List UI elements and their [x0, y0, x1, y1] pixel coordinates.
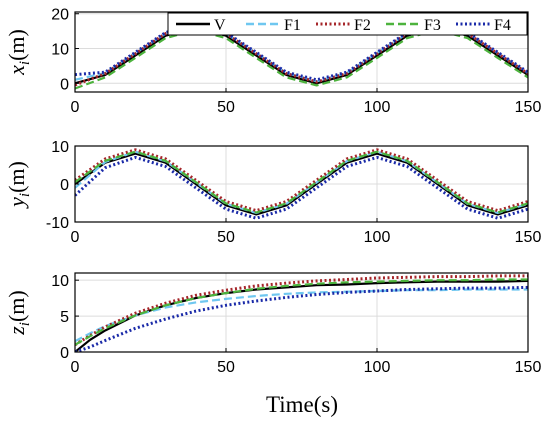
y-tick-label: 20	[51, 7, 69, 24]
y-tick-label: -10	[46, 215, 69, 232]
series-group	[75, 148, 528, 220]
x-tick-label: 150	[515, 229, 542, 246]
series-line-f4	[75, 285, 528, 352]
series-line-f3	[75, 278, 528, 346]
y-tick-label: 10	[51, 42, 69, 59]
y-axis-label-var: z	[4, 326, 29, 336]
series-line-f3	[75, 150, 528, 214]
panel-1: 0 50 100 150 0 10 20 xi(m)	[4, 7, 541, 116]
series-line-f4	[75, 155, 528, 220]
y-axis-label: xi(m)	[4, 29, 33, 76]
legend-label-f3: F3	[424, 17, 441, 34]
series-line-f1	[75, 288, 528, 343]
axes-frame	[74, 11, 529, 93]
y-tick-label: 5	[60, 309, 69, 326]
x-tick-label: 0	[71, 99, 80, 116]
x-tick-label: 100	[364, 99, 391, 116]
y-axis-label-var: x	[4, 65, 29, 76]
y-axis-label-subscript: i	[17, 61, 33, 65]
y-tick-label: 0	[60, 345, 69, 362]
y-axis-label-subscript: i	[17, 193, 33, 197]
y-axis-label: zi(m)	[4, 290, 33, 336]
y-tick-label: 0	[60, 76, 69, 93]
series-line-f2	[75, 148, 528, 213]
legend-label-f4: F4	[494, 17, 511, 34]
x-tick-label: 100	[364, 229, 391, 246]
x-tick-label: 50	[217, 99, 235, 116]
y-tick-label: 0	[60, 177, 69, 194]
y-axis-label-subscript: i	[17, 322, 33, 326]
x-tick-label: 0	[71, 359, 80, 376]
series-line-v	[75, 152, 528, 216]
y-axis-label-unit: (m)	[4, 29, 29, 61]
y-axis-label-unit: (m)	[4, 161, 29, 193]
series-line-f2	[75, 274, 528, 347]
x-tick-label: 150	[515, 359, 542, 376]
y-axis-label-unit: (m)	[4, 290, 29, 322]
x-tick-label: 50	[217, 229, 235, 246]
series-line-v	[75, 279, 528, 352]
axes-frame	[74, 272, 529, 353]
y-tick-label: 10	[51, 273, 69, 290]
legend-label-f2: F2	[354, 17, 371, 34]
x-tick-label: 50	[217, 359, 235, 376]
series-line-f2	[75, 24, 528, 87]
series-group	[75, 274, 528, 352]
legend: V F1 F2 F3 F4	[167, 12, 528, 36]
panel-3: 0 50 100 150 0 5 10 zi(m)	[4, 272, 542, 376]
x-tick-label: 0	[71, 229, 80, 246]
legend-label-v: V	[214, 17, 226, 34]
x-axis-label: Time(s)	[266, 392, 338, 417]
x-tick-label: 150	[515, 99, 542, 116]
legend-label-f1: F1	[284, 17, 301, 34]
y-axis-label: yi(m)	[4, 161, 33, 209]
y-tick-label: 10	[51, 139, 69, 156]
x-tick-label: 100	[364, 359, 391, 376]
y-axis-label-var: y	[4, 197, 29, 209]
